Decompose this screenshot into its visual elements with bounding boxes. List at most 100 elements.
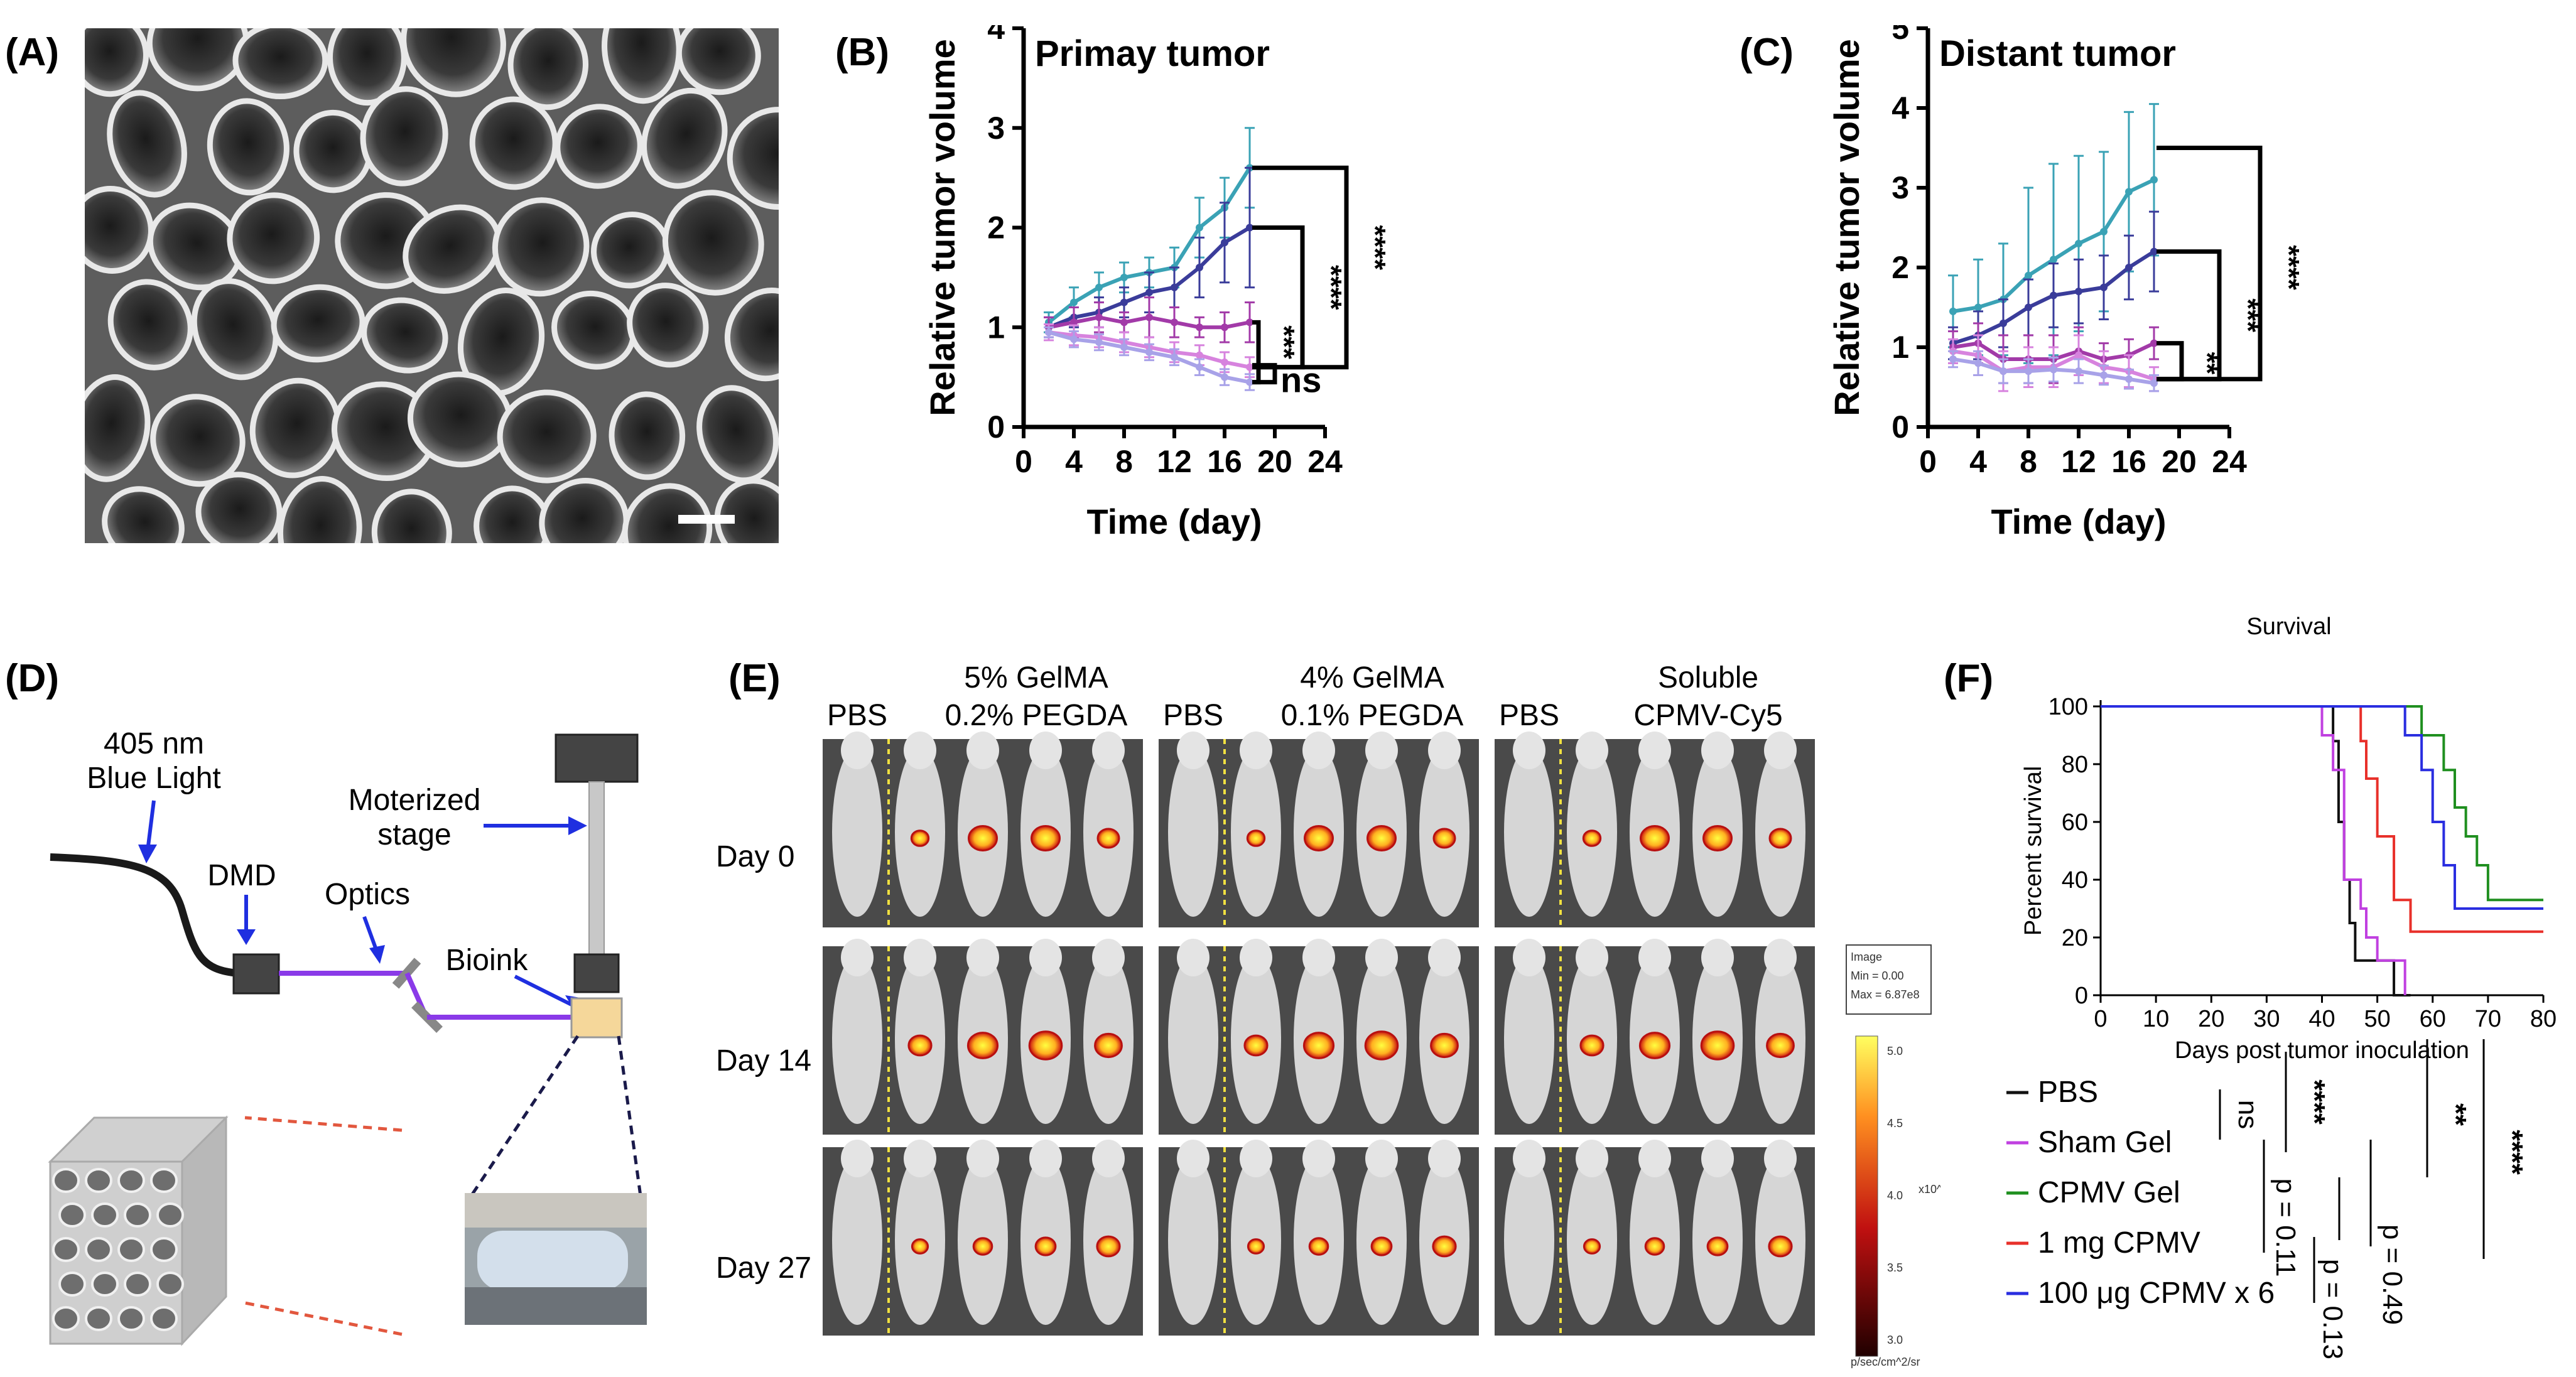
cube-pore <box>91 1202 119 1228</box>
data-point <box>1196 363 1203 371</box>
stat-s4: **** <box>2298 1079 2331 1125</box>
x-tick-label: 12 <box>1157 444 1192 479</box>
pore <box>609 391 686 480</box>
y-tick-label: 3 <box>1891 170 1909 205</box>
panel-label-b: (B) <box>835 31 890 74</box>
sig-label-3: *** <box>1268 325 1301 359</box>
signal-spot <box>1432 1235 1457 1258</box>
data-point <box>2150 247 2158 256</box>
pore <box>622 483 713 543</box>
mouse-head <box>1240 939 1272 976</box>
data-point <box>1196 224 1203 232</box>
pore <box>85 185 154 274</box>
y-tick-label: 40 <box>2062 867 2088 894</box>
zoom-line-3 <box>244 1116 403 1132</box>
x-tick-label: 0 <box>1919 444 1937 479</box>
pore <box>207 98 290 196</box>
mouse-body <box>832 954 882 1124</box>
group-sub-right: 0.2% PEGDA <box>945 699 1128 732</box>
legend-label: 100 μg CPMV x 6 <box>2038 1277 2275 1310</box>
panel-label-e: (E) <box>728 657 781 700</box>
mouse-head <box>1177 732 1210 769</box>
light-label-2: Blue Light <box>87 762 221 795</box>
group-sub-right: 0.1% PEGDA <box>1281 699 1464 732</box>
data-point <box>1246 224 1253 232</box>
pore <box>492 197 590 297</box>
sig-bracket-2 <box>2157 341 2184 382</box>
mouse-head <box>1701 939 1734 976</box>
pore <box>107 279 193 370</box>
x-tick-label: 4 <box>1969 444 1987 479</box>
mouse-head <box>1638 939 1671 976</box>
sig-bracket-4 <box>2157 146 2263 382</box>
data-point <box>1145 313 1153 321</box>
y-tick-label: 2 <box>1891 250 1909 285</box>
colorbar-tick: 3.0 <box>1887 1334 1903 1346</box>
y-tick-label: 100 <box>2048 694 2088 720</box>
zoom-line-2 <box>617 1035 642 1197</box>
mouse-head <box>1365 732 1398 769</box>
group-title: 5% GelMA <box>964 666 1108 694</box>
signal-spot <box>1302 1032 1335 1059</box>
colorbar-tick: 5.0 <box>1887 1045 1903 1057</box>
data-point <box>2150 379 2158 387</box>
mouse-head <box>1302 732 1335 769</box>
data-point <box>1949 307 1957 315</box>
data-point <box>1949 355 1957 364</box>
signal-spot <box>966 1032 999 1059</box>
data-point <box>1221 373 1228 381</box>
mouse-head <box>1638 1140 1671 1177</box>
x-tick-label: 12 <box>2061 444 2096 479</box>
mouse-body <box>1168 954 1218 1124</box>
data-point <box>1974 359 1982 367</box>
cube-pore <box>124 1272 151 1297</box>
mouse-head <box>1365 939 1398 976</box>
legend-label: 1 mg CPMV <box>2038 1226 2200 1260</box>
mouse-head <box>1029 1140 1062 1177</box>
data-point <box>1974 303 1982 311</box>
y-tick-label: 0 <box>1891 409 1909 445</box>
signal-spot <box>1640 825 1670 851</box>
data-point <box>2000 367 2007 375</box>
mouse-head <box>1638 732 1671 769</box>
x-tick-label: 24 <box>1307 444 1343 479</box>
pore <box>714 478 779 543</box>
sig-label-4: **** <box>2273 245 2305 290</box>
x-tick-label: 40 <box>2308 1006 2335 1032</box>
sig-bracket-3 <box>1252 320 1261 385</box>
data-point <box>2050 291 2057 300</box>
data-point <box>1171 318 1178 327</box>
data-point <box>1120 273 1128 281</box>
mouse-head <box>1428 732 1461 769</box>
scale-box-title: Image <box>1851 951 1882 963</box>
x-tick-label: 8 <box>2020 444 2037 479</box>
data-point <box>2100 227 2108 235</box>
data-point <box>2025 367 2032 375</box>
pore <box>102 486 185 543</box>
y-axis-label: Relative tumor volume <box>923 39 962 416</box>
bioink-label: Bioink <box>446 944 529 977</box>
pore <box>227 192 320 284</box>
data-point <box>1095 283 1103 291</box>
signal-spot <box>1430 1032 1459 1059</box>
bioprinter-diagram: 405 nm Blue Light DMD Optics Moterized s… <box>48 727 647 1346</box>
sig-bracket-4b <box>1252 165 1349 370</box>
data-point <box>1196 323 1203 332</box>
x-tick-label: 0 <box>1015 444 1032 479</box>
mouse-head <box>1302 939 1335 976</box>
scale-box-min: Min = 0.00 <box>1851 969 1904 982</box>
mouse-head <box>1428 1140 1461 1177</box>
pore <box>627 283 709 368</box>
sig-label-4b: **** <box>1359 225 1392 270</box>
mouse-head <box>1513 1140 1545 1177</box>
x-tick-label: 4 <box>1065 444 1083 479</box>
colorbar-tick: 4.5 <box>1887 1117 1903 1130</box>
zoom-line-1 <box>469 1035 580 1197</box>
mouse-head <box>1240 732 1272 769</box>
x-tick-label: 20 <box>2198 1006 2224 1032</box>
ivis-imaging-panel: Day 0 Day 14 Day 27 5% GelMA PBS 0.2% PEGDA 4%… <box>716 666 1940 1368</box>
bioink-arrow <box>514 975 573 1007</box>
data-point <box>1196 351 1203 359</box>
signal-spot <box>968 825 998 851</box>
signal-spot <box>1768 1235 1793 1258</box>
